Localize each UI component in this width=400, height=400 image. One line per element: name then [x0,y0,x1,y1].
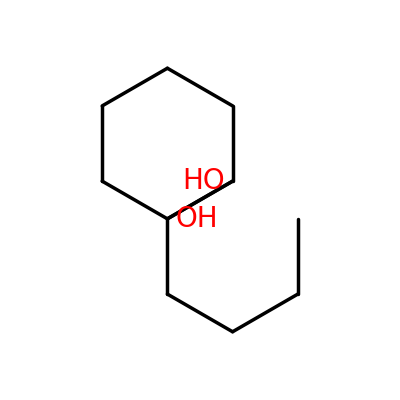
Text: HO: HO [182,167,225,195]
Text: OH: OH [175,205,218,233]
